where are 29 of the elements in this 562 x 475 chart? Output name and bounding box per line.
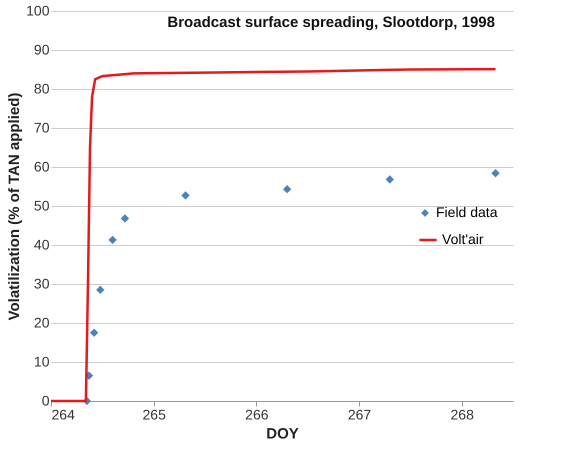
y-tick-label: 40: [34, 236, 50, 252]
y-tick-label: 50: [34, 198, 50, 214]
y-tick-label: 0: [42, 392, 50, 408]
y-tick-label: 100: [26, 2, 50, 18]
x-tick-label: 264: [52, 406, 76, 422]
y-tick-label: 10: [34, 354, 50, 370]
point: [282, 185, 292, 194]
y-axis-title: Volatilization (% of TAN applied): [6, 92, 24, 320]
point: [491, 169, 500, 178]
legend-label: Field data: [436, 204, 498, 220]
x-axis-title: DOY: [266, 426, 299, 442]
point: [386, 175, 394, 184]
y-tick-label: 90: [34, 42, 50, 58]
y-tick-label: 30: [34, 276, 50, 292]
point: [120, 214, 130, 223]
point: [90, 328, 98, 337]
point: [181, 191, 190, 200]
legend-label: Volt'air: [442, 231, 484, 247]
x-tick-label: 265: [142, 406, 166, 422]
y-tick-label: 60: [34, 158, 50, 174]
point: [96, 286, 104, 294]
y-tick-label: 70: [34, 120, 50, 136]
y-tick-label: 20: [34, 314, 50, 330]
y-tick-label: 80: [34, 80, 50, 96]
point: [108, 236, 117, 244]
x-tick-label: 266: [245, 406, 269, 422]
x-tick-label: 268: [450, 406, 474, 422]
x-tick-label: 267: [348, 406, 372, 422]
chart-title: Broadcast surface spreading, Slootdorp, 1998: [167, 14, 495, 31]
